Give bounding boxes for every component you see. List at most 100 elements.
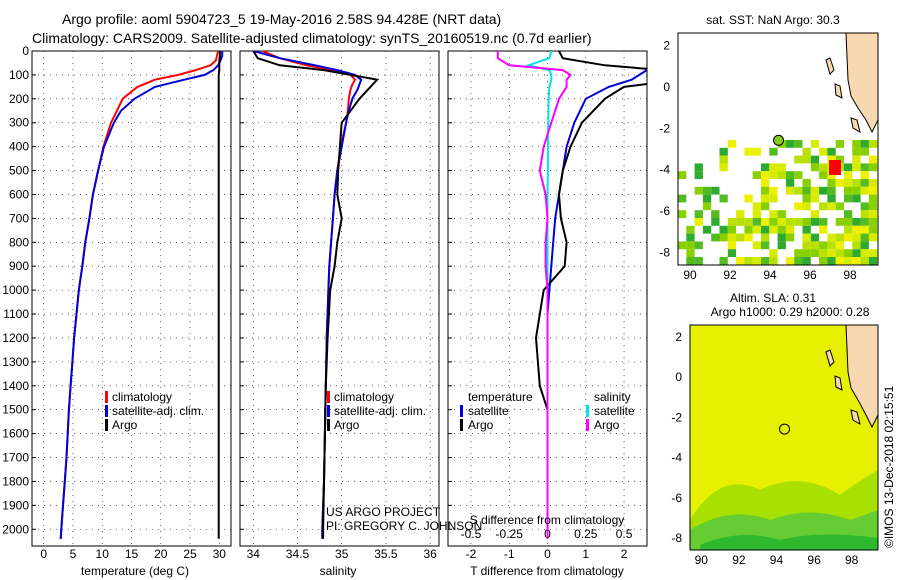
legend-climatology-swatch xyxy=(105,391,108,403)
series-line-temperature-1 xyxy=(59,51,224,539)
sla-map-subtitle: Argo h1000: 0.29 h2000: 0.28 xyxy=(711,305,870,319)
x-tick-label: 30 xyxy=(213,547,227,561)
sst-x-tick-label: 94 xyxy=(763,268,777,282)
sst-map-cell xyxy=(860,218,869,226)
sla-map-title: Altim. SLA: 0.31 xyxy=(730,291,816,305)
depth-tick-label: 900 xyxy=(9,259,29,273)
sst-map-cell xyxy=(794,249,803,257)
sst-map-cell xyxy=(678,210,687,218)
sst-map-cell xyxy=(761,225,770,234)
x-tick-label: 1 xyxy=(582,547,589,561)
sla-y-tick-label: -4 xyxy=(671,451,682,465)
sst-map-cell xyxy=(844,210,853,218)
tick-layer: 0100200300400500600700800900100011001200… xyxy=(2,38,858,567)
sst-map-cell xyxy=(686,233,695,242)
sst-map-cell xyxy=(694,171,703,179)
sst-map-cell xyxy=(686,249,695,257)
salinity-legend-satellite-swatch xyxy=(327,405,330,417)
difference-legend-argo-t-swatch xyxy=(460,419,463,431)
sst-map-cell xyxy=(852,249,861,257)
sst-map-cell xyxy=(819,202,828,211)
sst-map-cell xyxy=(752,202,761,211)
sst-map-cell xyxy=(860,241,869,250)
x-tick-label: 10 xyxy=(96,547,110,561)
sst-map-cell xyxy=(819,147,828,156)
sst-map-cell xyxy=(810,249,820,257)
series-line-salinity-1 xyxy=(253,51,363,539)
series-line-difference-3 xyxy=(496,51,572,539)
sst-map-cell xyxy=(686,225,695,234)
sst-x-tick-label: 92 xyxy=(723,268,737,282)
grid-layer xyxy=(32,50,647,546)
sst-map-cell xyxy=(844,249,853,257)
sst-map-cell xyxy=(777,163,786,172)
temperature-legend: climatology satellite-adj. clim. Argo xyxy=(105,390,204,432)
sst-map-cell xyxy=(827,233,836,242)
sst-map-profile-marker xyxy=(773,134,785,146)
sst-map-cell xyxy=(678,194,687,203)
sst-map-cell xyxy=(810,210,820,218)
sst-map-cell xyxy=(761,241,770,250)
sst-map-cell xyxy=(794,140,803,148)
difference-legend: temperature satellite Argo salinity sate… xyxy=(460,390,635,432)
sst-map-cell xyxy=(752,225,761,234)
x-tick-label: 0 xyxy=(544,547,551,561)
sst-map-cell xyxy=(752,257,761,265)
sst-map-cell xyxy=(802,249,811,257)
sst-map-cell xyxy=(785,218,795,226)
sst-map-cell xyxy=(819,218,828,226)
sst-map-island-3 xyxy=(850,117,861,134)
salinity-legend-argo-label: Argo xyxy=(334,418,360,432)
sst-map-cell xyxy=(827,179,836,187)
sst-map-cell xyxy=(777,171,786,179)
sst-map-cell xyxy=(835,233,844,242)
sst-map-cell xyxy=(860,140,869,148)
sst-map-cell xyxy=(711,218,720,226)
difference-legend-argo-s-label: Argo xyxy=(594,418,620,432)
sst-map-cell xyxy=(844,186,853,195)
x-tick-label: 34.5 xyxy=(286,547,310,561)
sst-map-cell xyxy=(736,233,745,242)
figure-title-line1: Argo profile: aoml 5904723_5 19-May-2016… xyxy=(62,11,501,27)
depth-tick-label: 2000 xyxy=(2,522,29,536)
sst-map-cell xyxy=(769,210,778,218)
sst-map-cell xyxy=(844,194,853,203)
sst-map-cell xyxy=(802,241,811,250)
sst-map-cell xyxy=(752,210,761,218)
sla-map-profile-marker xyxy=(779,423,791,435)
sst-map-cell xyxy=(694,218,703,226)
sst-map-cell xyxy=(785,179,795,187)
sst-map-cell xyxy=(769,194,778,203)
sst-map-cell xyxy=(852,257,861,265)
sst-map-cell xyxy=(719,147,728,156)
sst-map-cell xyxy=(802,233,811,242)
sst-map-cell xyxy=(835,140,844,148)
sla-x-tick-label: 98 xyxy=(845,553,859,567)
sst-map-cell xyxy=(860,163,869,172)
sst-map-cell xyxy=(819,249,828,257)
sst-map-cell xyxy=(844,163,853,172)
sla-y-tick-label: 0 xyxy=(675,370,682,384)
sst-map-cell xyxy=(819,241,828,250)
depth-tick-label: 1100 xyxy=(3,307,29,321)
difference-xlabel: T difference from climatology xyxy=(470,564,624,578)
sst-map-cell xyxy=(844,218,853,226)
sst-map-cell xyxy=(860,147,869,156)
sst-map-cell xyxy=(727,233,737,242)
depth-tick-label: 800 xyxy=(9,235,29,249)
sst-map-cell xyxy=(810,163,820,172)
sst-map-island-1 xyxy=(825,57,835,75)
depth-tick-label: 700 xyxy=(9,211,29,225)
sst-map-cell xyxy=(777,233,786,242)
sst-map-cell xyxy=(711,210,720,218)
sst-map-cell xyxy=(744,218,753,226)
difference-legend-sat-s-label: satellite xyxy=(594,404,635,418)
sst-map-cell xyxy=(868,163,878,172)
sst-map-cell xyxy=(835,218,844,226)
sst-map-cell xyxy=(719,163,728,172)
sst-map-cell xyxy=(835,179,844,187)
sst-map-cell xyxy=(819,225,828,234)
sst-map-cell xyxy=(819,186,828,195)
sst-map-cell xyxy=(744,194,753,203)
sst-map-cell xyxy=(694,210,703,218)
